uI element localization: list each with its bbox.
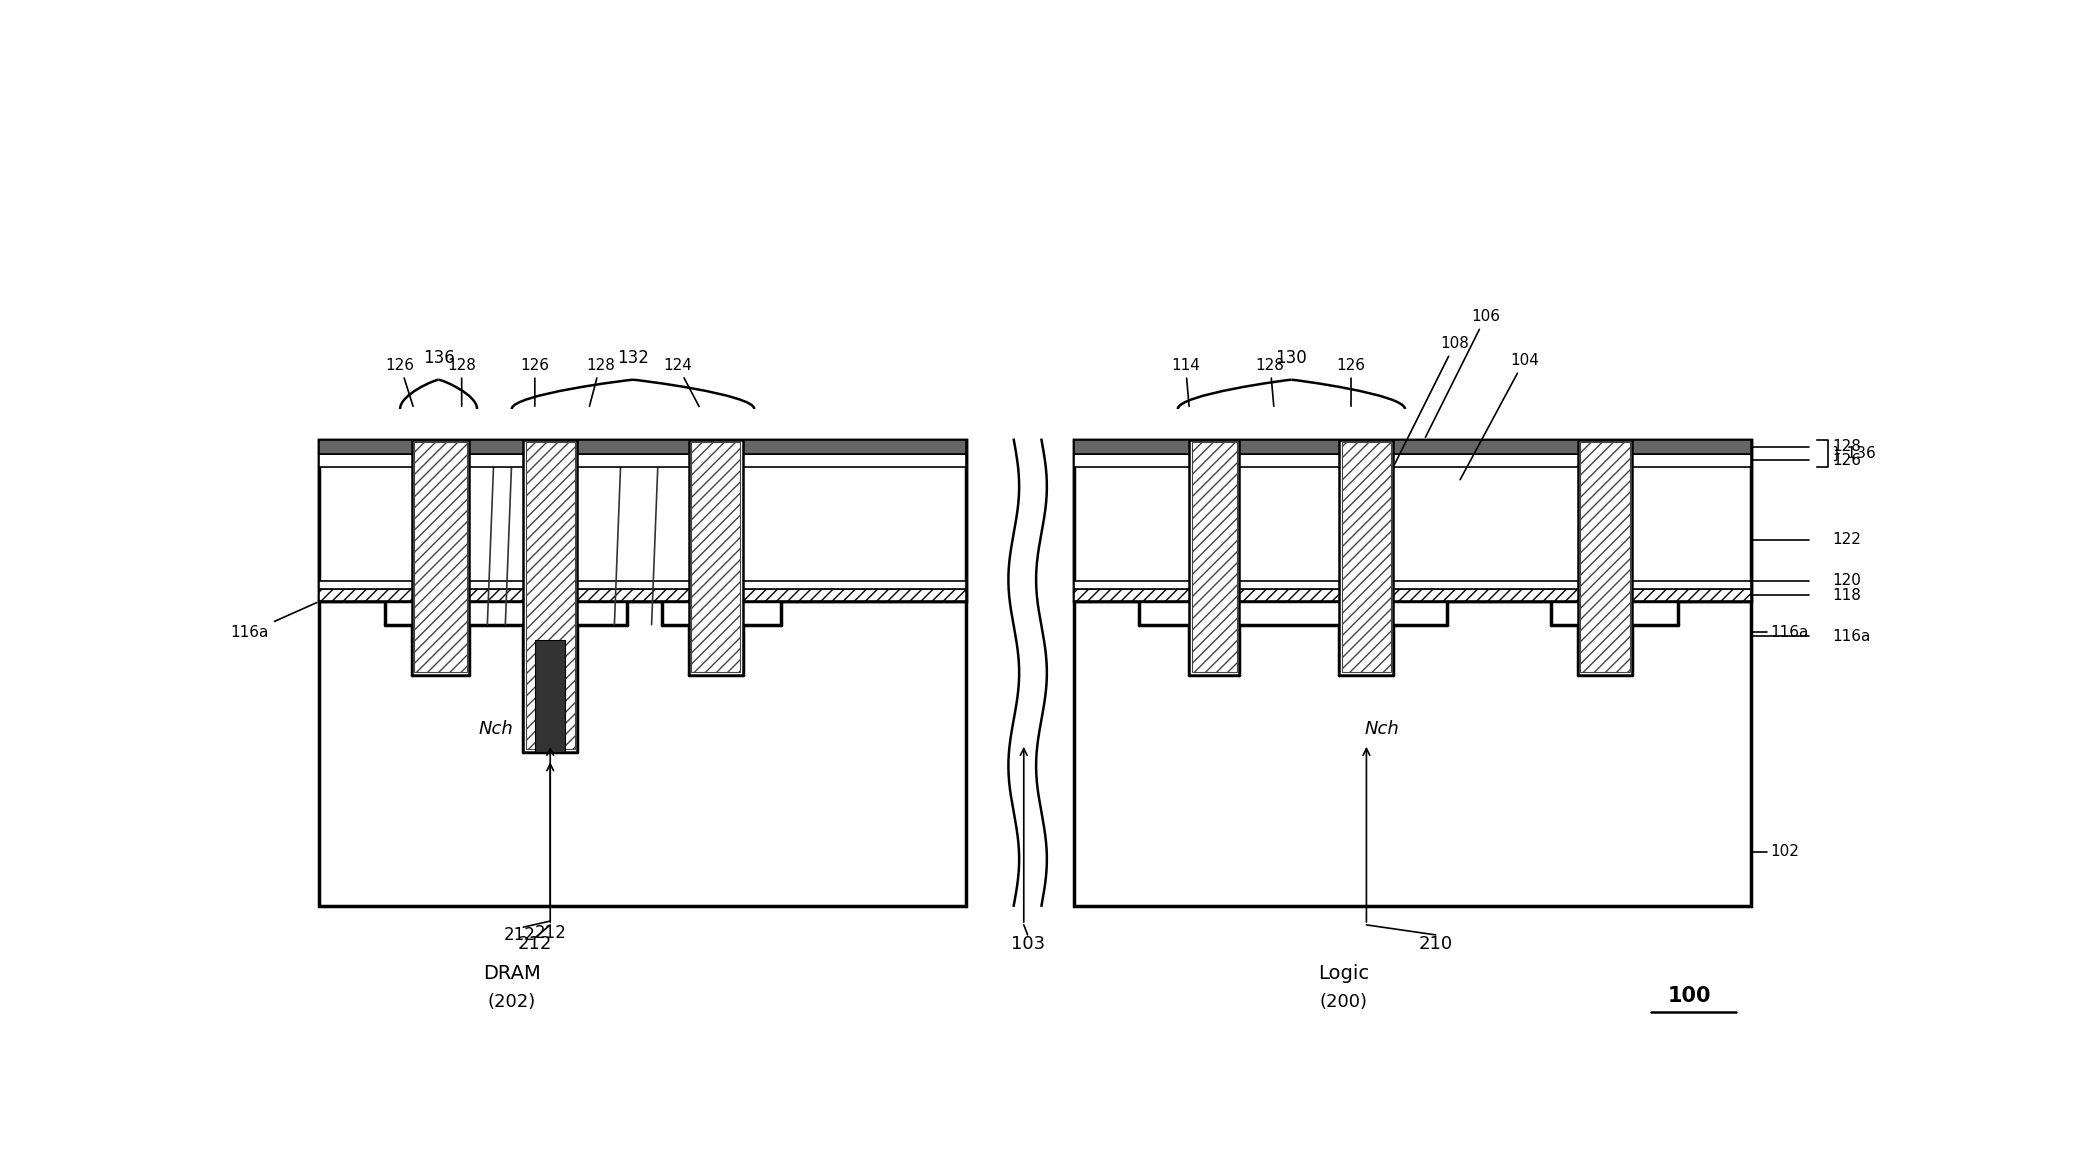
Text: Logic: Logic <box>1317 964 1369 983</box>
Bar <box>318 439 966 453</box>
Text: 126: 126 <box>385 357 414 407</box>
Text: 106: 106 <box>1425 309 1500 437</box>
Bar <box>318 453 966 467</box>
Bar <box>1577 439 1632 675</box>
Bar <box>1074 581 1752 590</box>
Text: 212: 212 <box>535 924 566 942</box>
Text: 116a: 116a <box>1771 624 1808 639</box>
Bar <box>689 439 743 675</box>
Bar <box>414 442 466 673</box>
Text: 100: 100 <box>1669 986 1711 1007</box>
Text: 126: 126 <box>1831 453 1860 468</box>
Text: 116a: 116a <box>231 602 316 639</box>
Text: 102: 102 <box>1771 844 1800 859</box>
Bar <box>318 590 966 601</box>
Bar <box>412 439 470 675</box>
Text: 114: 114 <box>1172 357 1201 406</box>
Text: 136: 136 <box>422 349 454 366</box>
Bar <box>1074 439 1752 905</box>
Text: Nch: Nch <box>1365 719 1398 738</box>
Text: 124: 124 <box>664 357 699 407</box>
Bar <box>1579 442 1629 673</box>
Text: } 136: } 136 <box>1831 446 1877 461</box>
Text: (200): (200) <box>1319 993 1367 1010</box>
Text: 122: 122 <box>1831 533 1860 548</box>
Text: 126: 126 <box>1336 357 1365 406</box>
Text: 128: 128 <box>447 357 477 406</box>
Bar <box>1074 453 1752 467</box>
Bar <box>1340 439 1394 675</box>
Text: 128: 128 <box>1831 439 1860 454</box>
Text: 126: 126 <box>520 357 549 406</box>
Text: 108: 108 <box>1394 336 1469 465</box>
Text: 103: 103 <box>1011 935 1045 954</box>
Bar <box>1074 590 1752 601</box>
Text: 118: 118 <box>1831 588 1860 602</box>
Text: 128: 128 <box>587 357 614 406</box>
Bar <box>1190 439 1240 675</box>
Bar <box>691 442 741 673</box>
Bar <box>1074 439 1752 453</box>
Bar <box>1192 442 1236 673</box>
Bar <box>522 439 576 751</box>
Text: 116a: 116a <box>1831 629 1871 644</box>
Bar <box>1074 439 1752 601</box>
Text: DRAM: DRAM <box>483 964 541 983</box>
Text: 212: 212 <box>518 935 551 954</box>
Bar <box>1342 442 1390 673</box>
Text: 104: 104 <box>1461 353 1538 480</box>
Bar <box>535 640 566 751</box>
Bar <box>318 439 966 905</box>
Text: 132: 132 <box>616 349 649 366</box>
Bar <box>318 439 966 601</box>
Text: 210: 210 <box>1419 935 1453 954</box>
Text: Nch: Nch <box>479 719 514 738</box>
Text: 130: 130 <box>1276 349 1307 366</box>
Text: 120: 120 <box>1831 573 1860 588</box>
Text: (202): (202) <box>487 993 535 1010</box>
Text: 128: 128 <box>1255 357 1284 406</box>
Bar <box>526 442 574 749</box>
Text: 212: 212 <box>504 926 535 944</box>
Bar <box>318 581 966 590</box>
